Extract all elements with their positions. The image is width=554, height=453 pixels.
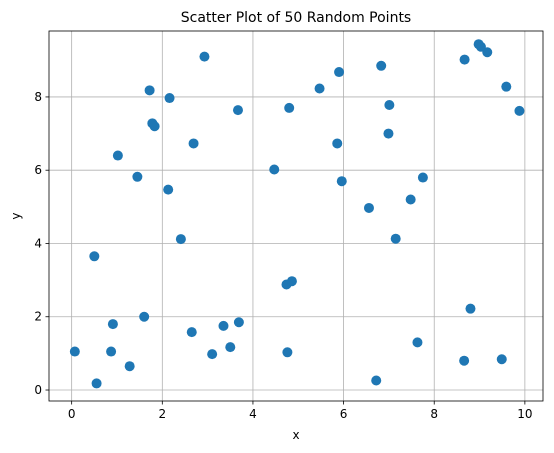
- data-point: [164, 93, 175, 104]
- data-point: [336, 176, 347, 187]
- data-point: [175, 234, 186, 245]
- data-point: [207, 349, 218, 360]
- data-point: [496, 354, 507, 365]
- data-point: [106, 346, 117, 357]
- data-point: [384, 100, 395, 110]
- data-point: [232, 105, 243, 116]
- x-tick-label: 8: [430, 407, 438, 421]
- x-tick-label: 0: [68, 407, 76, 421]
- x-tick-label: 10: [517, 407, 532, 421]
- x-tick-label: 6: [340, 407, 348, 421]
- data-point: [199, 51, 210, 62]
- data-point: [124, 361, 135, 372]
- data-point: [163, 184, 174, 195]
- data-point: [225, 342, 236, 353]
- data-point: [332, 138, 343, 149]
- data-point: [132, 171, 143, 182]
- y-tick-label: 0: [34, 383, 42, 397]
- data-point: [284, 102, 295, 113]
- data-point: [286, 276, 297, 287]
- data-point: [186, 327, 197, 338]
- data-point: [459, 54, 470, 65]
- data-point: [149, 121, 160, 132]
- grid: [49, 31, 543, 401]
- x-axis-ticks: 0 2 4 6 8 10: [68, 401, 533, 421]
- data-point: [465, 303, 476, 314]
- data-point: [144, 85, 155, 96]
- data-point: [314, 83, 325, 94]
- data-point: [376, 60, 387, 71]
- data-point: [218, 320, 229, 331]
- y-tick-label: 8: [34, 90, 42, 104]
- data-point: [188, 138, 199, 149]
- data-point: [390, 233, 401, 244]
- data-point: [501, 81, 512, 92]
- data-point: [412, 337, 423, 348]
- data-point: [89, 251, 100, 262]
- data-point: [334, 67, 345, 78]
- y-tick-label: 2: [34, 310, 42, 324]
- data-point: [405, 194, 416, 205]
- x-tick-label: 2: [158, 407, 166, 421]
- data-point: [371, 375, 382, 386]
- data-point: [112, 150, 123, 161]
- data-point: [69, 346, 80, 357]
- data-point: [363, 202, 374, 213]
- data-points: [69, 39, 525, 389]
- y-axis-ticks: 0 2 4 6 8: [34, 90, 49, 397]
- data-point: [514, 105, 525, 116]
- data-point: [417, 172, 428, 183]
- data-point: [482, 47, 493, 58]
- y-tick-label: 6: [34, 163, 42, 177]
- x-tick-label: 4: [249, 407, 257, 421]
- data-point: [459, 355, 470, 366]
- y-axis-label: y: [9, 212, 23, 219]
- plot-frame: [48, 30, 544, 402]
- data-point: [269, 164, 280, 175]
- y-tick-label: 4: [34, 236, 42, 250]
- data-point: [383, 128, 394, 139]
- chart-title: Scatter Plot of 50 Random Points: [181, 10, 411, 26]
- data-point: [107, 319, 118, 330]
- data-point: [139, 311, 150, 322]
- data-point: [282, 347, 293, 358]
- data-point: [233, 317, 244, 328]
- x-axis-label: x: [292, 428, 299, 442]
- data-point: [91, 378, 102, 389]
